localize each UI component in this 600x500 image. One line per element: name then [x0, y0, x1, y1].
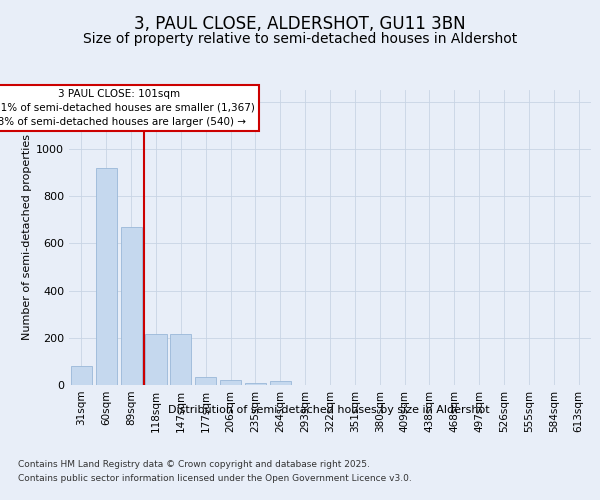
Text: 3 PAUL CLOSE: 101sqm
← 71% of semi-detached houses are smaller (1,367)
28% of se: 3 PAUL CLOSE: 101sqm ← 71% of semi-detac… — [0, 89, 255, 127]
Bar — [220, 380, 241, 385]
Text: Size of property relative to semi-detached houses in Aldershot: Size of property relative to semi-detach… — [83, 32, 517, 46]
Bar — [170, 334, 191, 385]
Bar — [96, 168, 117, 385]
Y-axis label: Number of semi-detached properties: Number of semi-detached properties — [22, 134, 32, 340]
Text: Contains HM Land Registry data © Crown copyright and database right 2025.: Contains HM Land Registry data © Crown c… — [18, 460, 370, 469]
Text: 3, PAUL CLOSE, ALDERSHOT, GU11 3BN: 3, PAUL CLOSE, ALDERSHOT, GU11 3BN — [134, 15, 466, 33]
Bar — [245, 382, 266, 385]
Bar — [145, 334, 167, 385]
Bar — [270, 382, 291, 385]
Bar — [195, 376, 216, 385]
Bar — [121, 227, 142, 385]
Bar — [71, 366, 92, 385]
Text: Distribution of semi-detached houses by size in Aldershot: Distribution of semi-detached houses by … — [168, 405, 490, 415]
Text: Contains public sector information licensed under the Open Government Licence v3: Contains public sector information licen… — [18, 474, 412, 483]
